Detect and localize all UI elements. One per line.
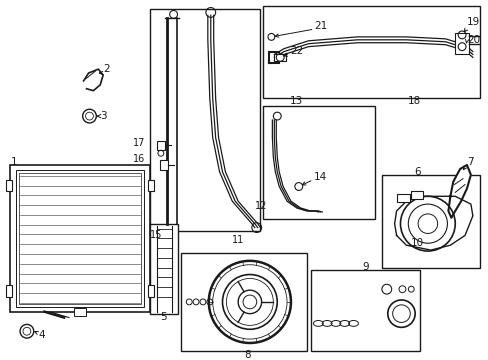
Text: 20: 20 bbox=[466, 35, 479, 45]
Bar bbox=[160, 160, 167, 170]
Bar bbox=[148, 180, 154, 192]
Text: 6: 6 bbox=[413, 167, 420, 177]
Text: 11: 11 bbox=[231, 235, 244, 245]
Text: 16: 16 bbox=[133, 154, 145, 164]
Text: 12: 12 bbox=[254, 201, 266, 211]
Text: 22: 22 bbox=[289, 46, 303, 55]
Text: 9: 9 bbox=[361, 262, 368, 272]
Bar bbox=[6, 180, 12, 192]
Text: 3: 3 bbox=[100, 111, 107, 121]
Bar bbox=[310, 270, 419, 351]
Text: 5: 5 bbox=[160, 312, 167, 321]
Text: 21: 21 bbox=[314, 21, 327, 31]
Bar bbox=[262, 106, 374, 219]
Text: 14: 14 bbox=[313, 172, 326, 182]
Bar bbox=[410, 192, 422, 199]
Bar bbox=[148, 285, 154, 297]
Text: 17: 17 bbox=[133, 138, 145, 148]
Text: 18: 18 bbox=[407, 96, 420, 107]
Bar bbox=[10, 165, 150, 312]
Text: 4: 4 bbox=[39, 330, 45, 340]
Bar bbox=[16, 170, 144, 307]
Text: 8: 8 bbox=[244, 350, 251, 360]
Bar bbox=[19, 173, 141, 304]
Bar bbox=[262, 6, 479, 99]
Bar bbox=[274, 54, 285, 61]
Text: 2: 2 bbox=[103, 64, 110, 74]
Polygon shape bbox=[394, 196, 472, 250]
Bar bbox=[381, 175, 479, 268]
Bar bbox=[74, 308, 85, 316]
Bar bbox=[181, 253, 306, 351]
Bar bbox=[157, 140, 164, 150]
Text: 7: 7 bbox=[466, 157, 473, 167]
Text: 1: 1 bbox=[11, 157, 18, 167]
Bar bbox=[150, 9, 259, 231]
Bar bbox=[6, 285, 12, 297]
Bar bbox=[396, 194, 409, 202]
Text: 19: 19 bbox=[466, 17, 479, 27]
Text: 15: 15 bbox=[150, 230, 162, 240]
Text: 13: 13 bbox=[289, 96, 303, 107]
Text: 10: 10 bbox=[410, 238, 424, 248]
Polygon shape bbox=[447, 165, 470, 218]
Bar bbox=[150, 224, 177, 314]
Bar bbox=[454, 33, 468, 54]
